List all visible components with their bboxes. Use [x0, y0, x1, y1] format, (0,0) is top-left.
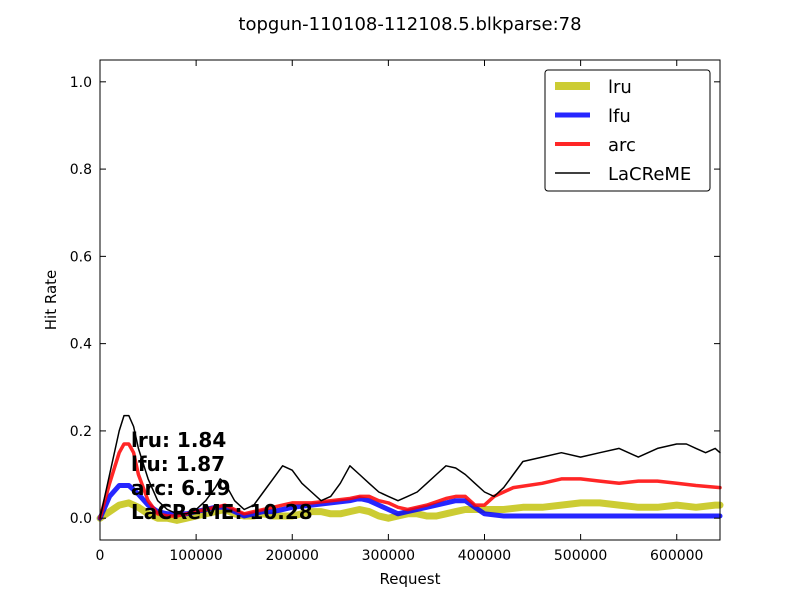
- legend: lru lfu arc LaCReME: [544, 69, 711, 192]
- legend-label: arc: [608, 135, 636, 156]
- x-axis-label: Request: [380, 570, 441, 588]
- x-axis-ticks: 0 100000 200000 300000 400000 500000 600000: [96, 60, 703, 564]
- series-line-arc: [98, 442, 722, 520]
- x-tick-label: 200000: [266, 548, 319, 564]
- y-tick-label: 1.0: [70, 75, 92, 91]
- x-tick-label: 400000: [458, 548, 511, 564]
- legend-label: lfu: [608, 106, 631, 127]
- x-tick-label: 500000: [554, 548, 607, 564]
- score-annotation: lru: 1.84: [131, 428, 226, 452]
- series-line-lru: [96, 499, 724, 524]
- score-annotation: lfu: 1.87: [131, 452, 225, 476]
- x-tick-label: 0: [96, 548, 105, 564]
- x-tick-label: 300000: [362, 548, 415, 564]
- legend-label: LaCReME: [608, 164, 691, 185]
- y-tick-label: 0.8: [70, 162, 92, 178]
- y-tick-label: 0.0: [70, 511, 92, 527]
- series-line-lacreme: [99, 414, 721, 519]
- x-tick-label: 100000: [169, 548, 222, 564]
- y-tick-label: 0.6: [70, 249, 92, 265]
- score-annotation: LaCReME: 10.28: [131, 500, 313, 524]
- x-tick-label: 600000: [650, 548, 703, 564]
- plot-border: [99, 59, 721, 541]
- y-axis-label: Hit Rate: [42, 270, 60, 331]
- chart-title: topgun-110108-112108.5.blkparse:78: [238, 14, 581, 35]
- score-annotation: arc: 6.19: [131, 476, 231, 500]
- y-tick-label: 0.2: [70, 424, 92, 440]
- legend-box: [544, 69, 711, 192]
- y-axis-ticks: 0.0 0.2 0.4 0.6 0.8 1.0: [70, 75, 720, 527]
- legend-label: lru: [608, 77, 632, 98]
- series-line-lfu: [97, 483, 723, 521]
- series-layer: [96, 414, 724, 524]
- y-tick-label: 0.4: [70, 337, 92, 353]
